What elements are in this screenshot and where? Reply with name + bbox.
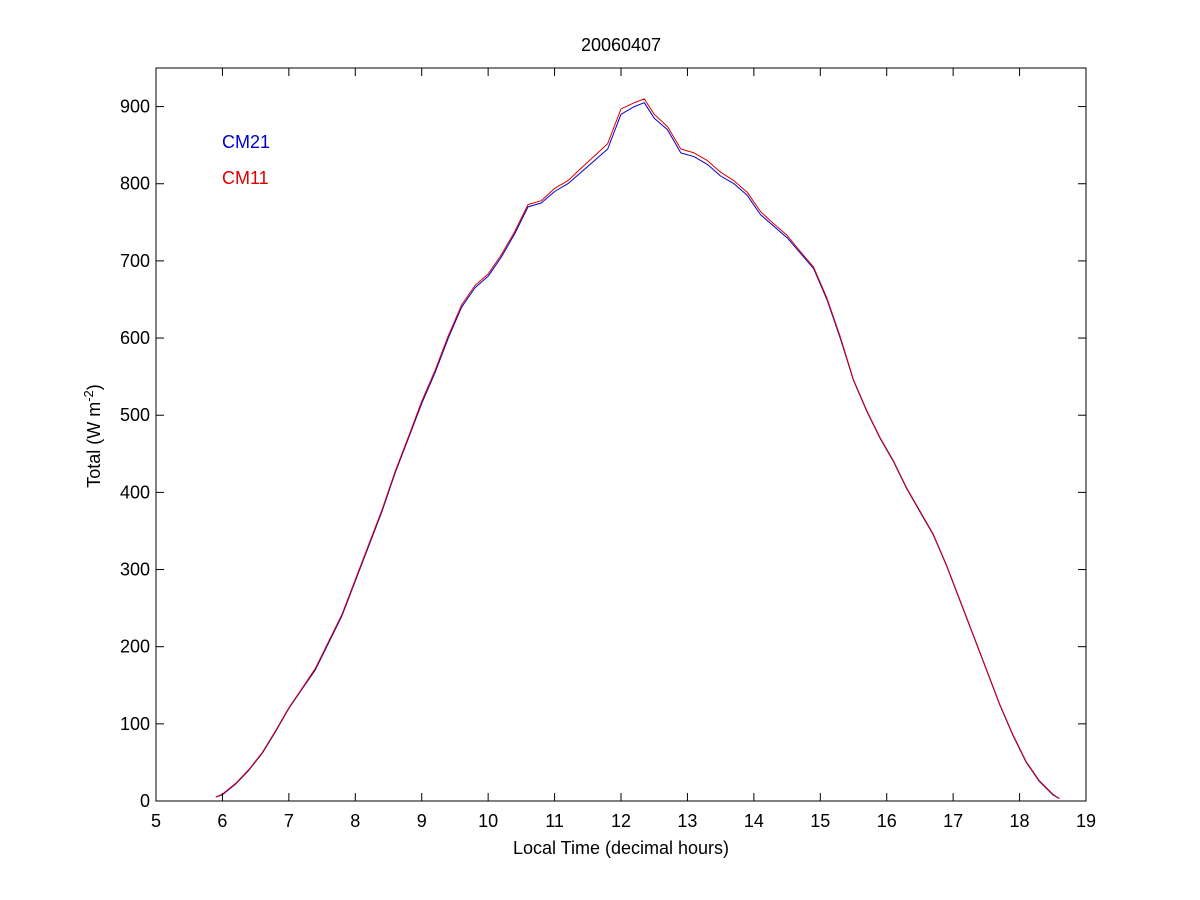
legend-cm11: CM11 bbox=[222, 168, 269, 188]
y-axis-label-main: Total (W m bbox=[84, 402, 104, 488]
y-tick-label: 800 bbox=[120, 174, 150, 194]
x-tick-label: 13 bbox=[677, 811, 697, 831]
series-line-cm11 bbox=[215, 98, 1060, 800]
x-tick-label: 18 bbox=[1010, 811, 1030, 831]
x-tick-label: 17 bbox=[943, 811, 963, 831]
x-tick-label: 19 bbox=[1076, 811, 1096, 831]
x-axis-label: Local Time (decimal hours) bbox=[513, 838, 729, 858]
y-tick-label: 100 bbox=[120, 714, 150, 734]
x-tick-label: 9 bbox=[417, 811, 427, 831]
legend-cm21: CM21 bbox=[222, 132, 270, 152]
y-tick-label: 900 bbox=[120, 97, 150, 117]
x-tick-label: 16 bbox=[877, 811, 897, 831]
x-tick-label: 10 bbox=[478, 811, 498, 831]
y-axis-label-close: ) bbox=[84, 384, 104, 390]
x-axis-ticks: 5 6 7 8 9 10 11 12 13 14 15 16 17 18 19 bbox=[151, 68, 1096, 831]
x-tick-label: 5 bbox=[151, 811, 161, 831]
plot-area bbox=[155, 67, 1087, 802]
series-layer bbox=[215, 98, 1060, 800]
y-axis-label-superscript: -2 bbox=[81, 390, 96, 402]
x-tick-label: 12 bbox=[611, 811, 631, 831]
x-tick-label: 6 bbox=[217, 811, 227, 831]
y-tick-label: 300 bbox=[120, 560, 150, 580]
x-tick-label: 7 bbox=[284, 811, 294, 831]
y-tick-label: 600 bbox=[120, 328, 150, 348]
x-tick-label: 8 bbox=[350, 811, 360, 831]
x-tick-label: 14 bbox=[744, 811, 764, 831]
y-axis-label: Total (W m-2) bbox=[81, 384, 104, 488]
x-tick-label: 15 bbox=[810, 811, 830, 831]
y-tick-label: 200 bbox=[120, 637, 150, 657]
y-axis-ticks: 0 100 200 300 400 500 600 700 800 900 bbox=[120, 97, 1086, 811]
y-tick-label: 700 bbox=[120, 251, 150, 271]
y-tick-label: 400 bbox=[120, 482, 150, 502]
y-tick-label: 0 bbox=[140, 791, 150, 811]
chart-title: 20060407 bbox=[581, 35, 661, 55]
y-tick-label: 500 bbox=[120, 405, 150, 425]
x-tick-label: 11 bbox=[545, 811, 564, 831]
